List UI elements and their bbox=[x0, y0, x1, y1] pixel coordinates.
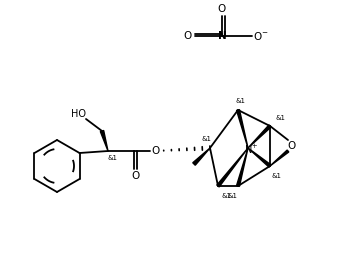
Polygon shape bbox=[237, 148, 248, 186]
Polygon shape bbox=[217, 148, 248, 187]
Text: &1: &1 bbox=[107, 155, 117, 161]
Polygon shape bbox=[193, 148, 210, 165]
Text: &1: &1 bbox=[271, 173, 281, 179]
Text: &1: &1 bbox=[275, 115, 285, 121]
Text: O: O bbox=[218, 4, 226, 14]
Text: O: O bbox=[131, 171, 139, 181]
Text: &1: &1 bbox=[221, 193, 231, 199]
Polygon shape bbox=[270, 150, 289, 166]
Polygon shape bbox=[237, 110, 248, 148]
Text: &1: &1 bbox=[202, 136, 212, 142]
Text: O: O bbox=[152, 146, 160, 156]
Text: O: O bbox=[288, 141, 296, 151]
Text: N$^{+}$: N$^{+}$ bbox=[244, 142, 258, 156]
Polygon shape bbox=[100, 131, 108, 151]
Text: N: N bbox=[218, 31, 226, 41]
Polygon shape bbox=[248, 125, 271, 148]
Text: &1: &1 bbox=[227, 193, 237, 199]
Polygon shape bbox=[248, 148, 271, 167]
Text: &1: &1 bbox=[235, 98, 245, 104]
Text: O$^{-}$: O$^{-}$ bbox=[253, 30, 269, 42]
Text: HO: HO bbox=[70, 109, 86, 119]
Text: O: O bbox=[184, 31, 192, 41]
